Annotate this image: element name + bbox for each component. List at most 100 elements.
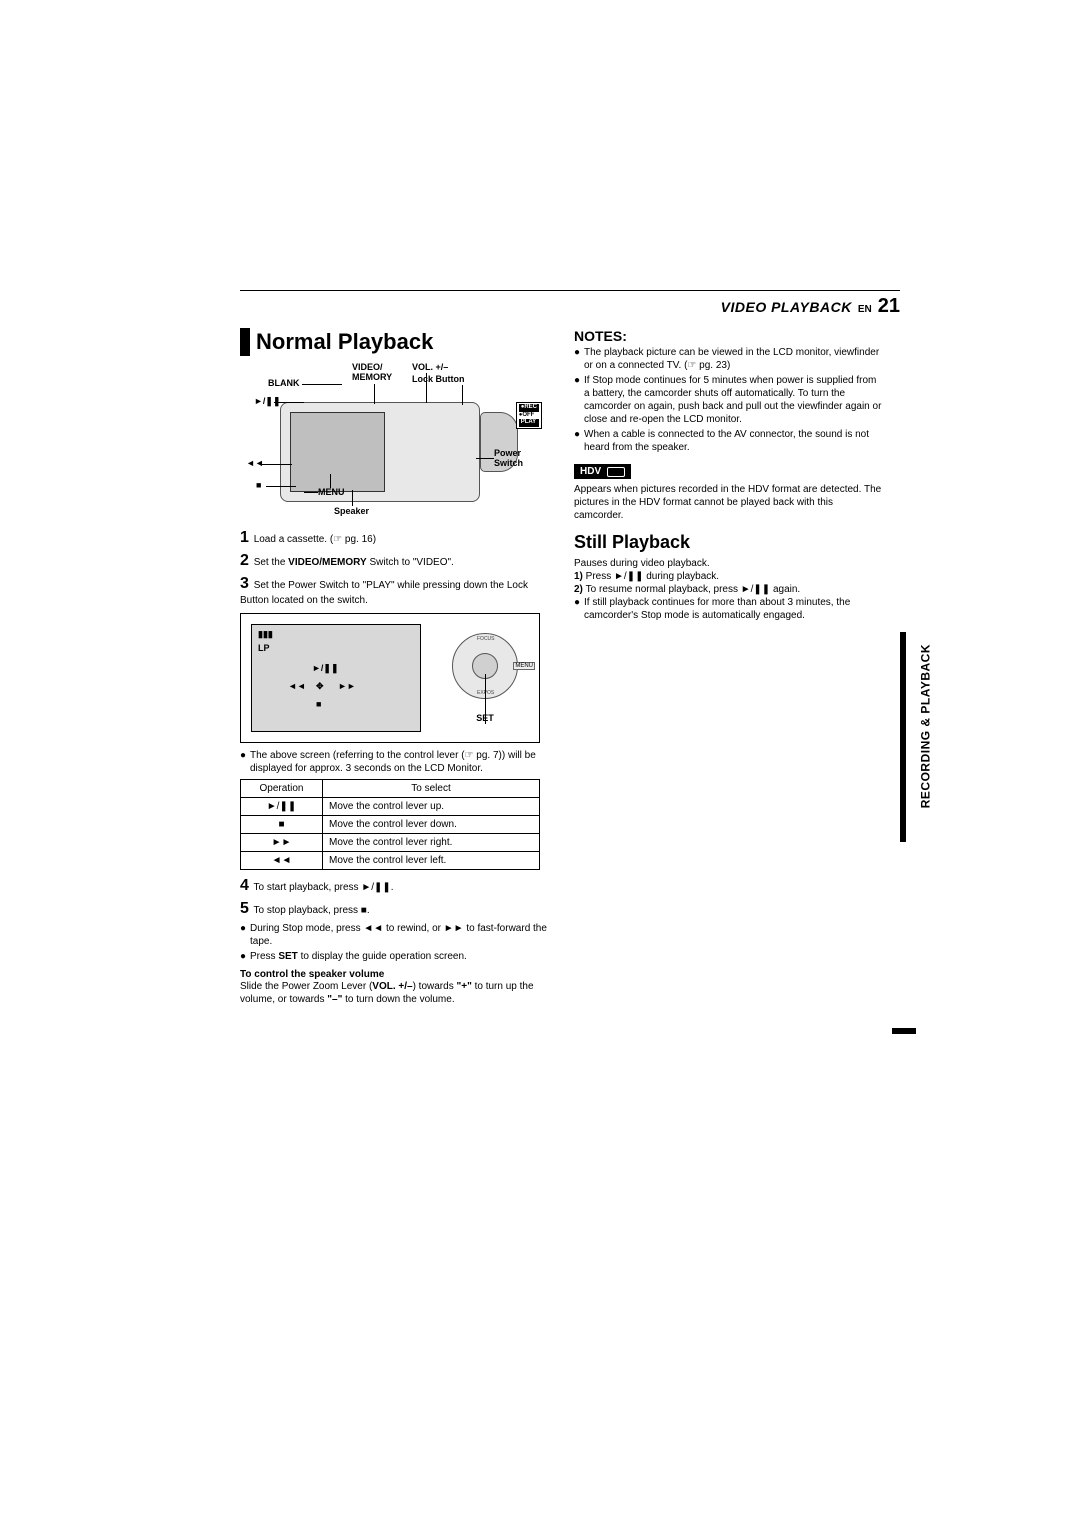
screen-ff-icon: ►► [338,681,356,691]
table-r2-sel: Move the control lever down. [323,816,540,834]
still-bullet-1-text: If still playback continues for more tha… [584,596,884,622]
table-r4-op: ◄◄ [241,852,323,870]
volume-heading: To control the speaker volume [240,969,550,980]
note-1-text: The playback picture can be viewed in th… [584,346,884,372]
title-bar-icon [240,328,250,356]
note-3: ● When a cable is connected to the AV co… [574,428,884,454]
step-1-text: Load a cassette. (☞ pg. 16) [254,534,376,545]
step-bullet-1-text: During Stop mode, press ◄◄ to rewind, or… [250,922,550,948]
step-4: 4 To start playback, press ►/❚❚. [240,876,550,897]
still-step-1: 1) Press ►/❚❚ during playback. [574,570,884,583]
page-content: VIDEO PLAYBACK EN 21 Normal Playback VID… [240,290,900,1006]
step-1: 1 Load a cassette. (☞ pg. 16) [240,528,550,549]
step-2-num: 2 [240,552,249,569]
bullet-icon: ● [574,428,584,454]
dial-focus-label: FOCUS [477,636,495,642]
table-r3-sel: Move the control lever right. [323,834,540,852]
label-video-memory: VIDEO/ MEMORY [352,362,392,382]
step-4-num: 4 [240,877,249,894]
step-3: 3 Set the Power Switch to "PLAY" while p… [240,574,550,608]
mode-off: ●OFF [519,412,539,420]
table-r4-sel: Move the control lever left. [323,852,540,870]
vol-c: ) towards [413,981,457,992]
label-power-switch: Power Switch [494,448,523,468]
screen-note-text: The above screen (referring to the contr… [250,749,550,775]
lp-indicator: LP [258,643,270,653]
right-column: NOTES: ● The playback picture can be vie… [574,328,884,1006]
leader-lock [462,385,463,405]
step-2-text-a: Set the [254,557,288,568]
note-2-text: If Stop mode continues for 5 minutes whe… [584,374,884,426]
still-bullet-1: ● If still playback continues for more t… [574,596,884,622]
normal-playback-title: Normal Playback [256,329,433,355]
vol-d: "+" [456,981,471,992]
header-lang: EN [858,304,872,315]
hdv-label: HDV [580,466,601,477]
leader-menu [330,474,331,488]
side-label: RECORDING & PLAYBACK [918,644,932,808]
table-r1-sel: Move the control lever up. [323,798,540,816]
table-header-toselect: To select [323,780,540,798]
leader-stop [266,486,296,487]
label-lock-button: Lock Button [412,374,465,384]
notes-heading: NOTES: [574,328,884,344]
leader-power [476,458,494,459]
step-bullet-1: ● During Stop mode, press ◄◄ to rewind, … [240,922,550,948]
cassette-icon [607,467,625,477]
mode-play: PLAY [519,419,539,427]
leader-blank [302,384,342,385]
step-1-num: 1 [240,529,249,546]
still-playback-title: Still Playback [574,532,884,553]
still-1-num: 1) [574,571,586,582]
note-2: ● If Stop mode continues for 5 minutes w… [574,374,884,426]
side-index-bar [900,632,906,842]
label-blank: BLANK [268,378,300,388]
step-3-num: 3 [240,575,249,592]
bullet-icon: ● [574,374,584,426]
page-header: VIDEO PLAYBACK EN 21 [240,295,900,318]
control-dial-area: FOCUS EXPOS MENU SET [431,614,539,742]
b2-c: to display the guide operation screen. [298,951,467,962]
volume-text: Slide the Power Zoom Lever (VOL. +/–) to… [240,980,550,1006]
screen-stop-icon: ■ [316,699,321,709]
table-r1-op: ►/❚❚ [241,798,323,816]
leader-set [485,674,486,724]
vol-b: VOL. +/– [372,981,412,992]
leader-speaker [352,490,353,506]
screen-cross-icon: ✥ [316,681,324,692]
still-step-2: 2) To resume normal playback, press ►/❚❚… [574,583,884,596]
step-5-text: To stop playback, press ■. [254,905,370,916]
label-vol: VOL. +/– [412,362,448,372]
step-2-text-c: Switch to "VIDEO". [367,557,454,568]
screen-play-pause-icon: ►/❚❚ [312,663,339,674]
label-menu: MENU [318,487,345,497]
bullet-icon: ● [574,346,584,372]
vol-g: to turn down the volume. [342,994,454,1005]
mode-rec: ●REC [519,404,539,412]
note-1: ● The playback picture can be viewed in … [574,346,884,372]
screen-note: ● The above screen (referring to the con… [240,749,550,775]
bullet-icon: ● [240,950,250,963]
label-stop: ■ [256,480,261,490]
hdv-text: Appears when pictures recorded in the HD… [574,483,884,522]
header-section: VIDEO PLAYBACK [721,299,852,315]
operation-table: Operation To select ►/❚❚ Move the contro… [240,779,540,870]
leader-rew [262,464,292,465]
leader-menu-h [304,492,318,493]
table-r3-op: ►► [241,834,323,852]
vol-f: "–" [327,994,342,1005]
bullet-icon: ● [574,596,584,622]
lcd-screen: ▮▮▮ LP ►/❚❚ ◄◄ ✥ ►► ■ [251,624,421,732]
leader-play-pause [274,402,304,403]
step-bullet-2-text: Press SET to display the guide operation… [250,950,467,963]
camcorder-lcd [290,412,385,492]
note-3-text: When a cable is connected to the AV conn… [584,428,884,454]
leader-video-memory [374,384,375,404]
step-2-text-b: VIDEO/MEMORY [288,557,367,568]
label-rew: ◄◄ [246,458,264,468]
b2-b: SET [278,951,297,962]
section-title-normal-playback: Normal Playback [240,328,550,356]
step-5-num: 5 [240,900,249,917]
left-column: Normal Playback VIDEO/ MEMORY VOL. +/– L… [240,328,550,1006]
dial-menu-tab: MENU [513,662,535,670]
